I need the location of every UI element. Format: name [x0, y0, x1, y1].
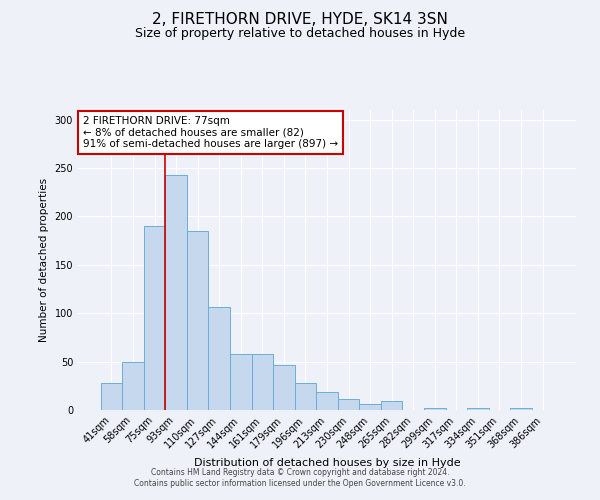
Bar	[101, 383, 122, 410]
Bar	[230, 354, 251, 410]
Bar	[338, 400, 359, 410]
Text: Size of property relative to detached houses in Hyde: Size of property relative to detached ho…	[135, 28, 465, 40]
Bar	[381, 402, 403, 410]
Bar	[144, 226, 166, 410]
Bar	[187, 231, 208, 410]
Bar	[424, 408, 446, 410]
Bar	[208, 308, 230, 410]
Bar	[316, 392, 338, 410]
Text: 2, FIRETHORN DRIVE, HYDE, SK14 3SN: 2, FIRETHORN DRIVE, HYDE, SK14 3SN	[152, 12, 448, 28]
Bar	[295, 383, 316, 410]
Bar	[166, 175, 187, 410]
Bar	[467, 408, 488, 410]
Bar	[251, 354, 273, 410]
Bar	[510, 408, 532, 410]
Text: 2 FIRETHORN DRIVE: 77sqm
← 8% of detached houses are smaller (82)
91% of semi-de: 2 FIRETHORN DRIVE: 77sqm ← 8% of detache…	[83, 116, 338, 149]
X-axis label: Distribution of detached houses by size in Hyde: Distribution of detached houses by size …	[194, 458, 460, 468]
Bar	[122, 362, 144, 410]
Bar	[359, 404, 381, 410]
Text: Contains HM Land Registry data © Crown copyright and database right 2024.
Contai: Contains HM Land Registry data © Crown c…	[134, 468, 466, 487]
Bar	[273, 366, 295, 410]
Y-axis label: Number of detached properties: Number of detached properties	[39, 178, 49, 342]
